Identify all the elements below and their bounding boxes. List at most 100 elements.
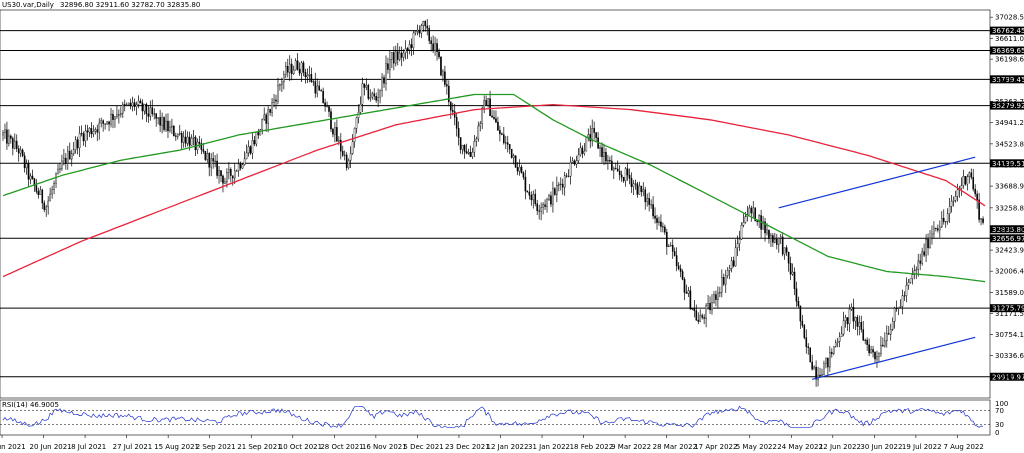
candle-body — [540, 207, 542, 212]
candle-body — [351, 141, 354, 154]
candle-body — [840, 333, 843, 337]
candle-body — [155, 113, 157, 119]
candle-body — [636, 183, 639, 195]
current-price-label: 32835.80 — [992, 226, 1024, 234]
candle-body — [514, 155, 517, 168]
candle-body — [194, 136, 197, 151]
candle-body — [161, 117, 163, 126]
candle-body — [13, 140, 16, 149]
candle-body — [554, 188, 556, 195]
candle-body — [638, 185, 641, 195]
candle-body — [899, 306, 902, 308]
candle-body — [876, 356, 878, 360]
candle-body — [210, 158, 212, 168]
candle-body — [664, 226, 666, 233]
candle-body — [695, 310, 698, 321]
candle-body — [864, 339, 866, 341]
candle-body — [901, 295, 904, 307]
candle-body — [118, 114, 120, 116]
candle-body — [224, 181, 226, 184]
candle-body — [768, 229, 770, 239]
candle-body — [942, 218, 945, 222]
candle-body — [489, 98, 491, 117]
candle-body — [524, 176, 527, 192]
candle-body — [905, 285, 908, 296]
candle-body — [620, 174, 623, 178]
candle-body — [41, 189, 44, 204]
candle-body — [422, 21, 425, 26]
candle-body — [125, 104, 128, 106]
candle-body — [255, 132, 258, 145]
candle-body — [418, 29, 421, 34]
candle-body — [143, 103, 146, 112]
candle-body — [373, 93, 375, 97]
candle-body — [548, 195, 550, 200]
candle-body — [766, 229, 768, 234]
candle-body — [226, 172, 228, 183]
candle-body — [198, 141, 201, 144]
candle-body — [35, 185, 38, 192]
candle-body — [675, 255, 678, 267]
candle-body — [367, 85, 370, 99]
price-tick-label: 32841.30 — [995, 225, 1024, 233]
candle-body — [891, 321, 894, 330]
candle-body — [980, 218, 982, 220]
candle-body — [188, 136, 191, 146]
candle-body — [318, 85, 321, 91]
candle-body — [261, 118, 264, 130]
candle-body — [774, 238, 776, 243]
candle-body — [88, 128, 91, 133]
candle-body — [343, 154, 346, 156]
candle-body — [239, 163, 242, 169]
candle-body — [363, 83, 366, 88]
candle-body — [361, 83, 364, 105]
candle-body — [330, 111, 332, 130]
candle-body — [231, 175, 234, 179]
candle-body — [396, 51, 399, 60]
candle-body — [944, 221, 947, 223]
x-tick-label: 5 May 2022 — [736, 443, 777, 451]
x-tick-label: 27 Jul 2021 — [113, 443, 153, 451]
candle-body — [182, 136, 185, 143]
candle-body — [290, 63, 293, 74]
chart-symbol: US30.var,Daily — [2, 1, 54, 9]
candle-body — [43, 202, 46, 210]
candle-body — [220, 170, 222, 177]
price-tick-label: 34106.35 — [995, 161, 1024, 169]
candle-body — [98, 122, 101, 133]
level-label-box — [990, 101, 1024, 110]
candle-body — [895, 308, 898, 310]
candle-body — [532, 193, 535, 201]
candle-body — [336, 127, 338, 142]
candle-body — [575, 160, 578, 165]
candle-body — [391, 52, 393, 60]
candle-body — [652, 204, 654, 217]
candle-body — [762, 221, 764, 230]
candle-body — [479, 123, 482, 127]
candle-body — [369, 97, 372, 99]
candle-body — [485, 100, 487, 106]
price-panel-frame — [0, 9, 991, 399]
candle-body — [813, 366, 815, 370]
candle-body — [446, 84, 448, 87]
candle-body — [577, 154, 580, 161]
price-tick-label: 32006.45 — [995, 268, 1024, 276]
candle-body — [752, 207, 755, 214]
candle-body — [866, 339, 868, 345]
candle-body — [94, 129, 97, 132]
candle-body — [67, 150, 69, 164]
candle-body — [449, 101, 452, 111]
candle-body — [473, 141, 476, 153]
candle-body — [308, 74, 311, 76]
candle-body — [428, 28, 430, 41]
candle-body — [465, 151, 468, 154]
candle-body — [404, 48, 407, 54]
price-tick-label: 33688.90 — [995, 183, 1024, 191]
candle-body — [497, 121, 499, 131]
level-label: 29919.97 — [992, 373, 1024, 381]
x-tick-label: 30 Jun 2022 — [860, 443, 902, 451]
candle-body — [970, 172, 973, 178]
price-tick-label: 30336.65 — [995, 352, 1024, 360]
